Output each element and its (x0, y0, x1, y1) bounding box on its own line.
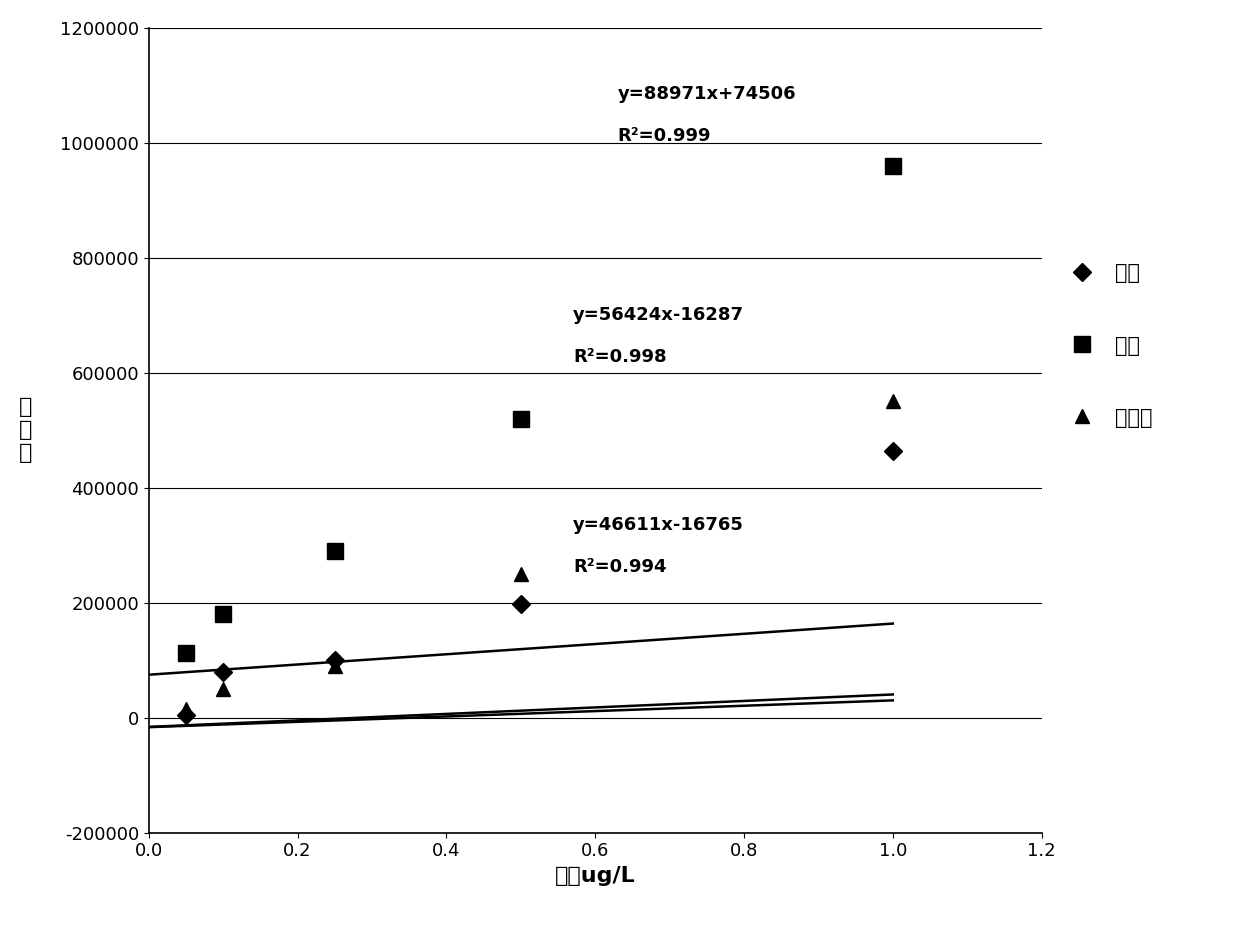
Text: y=88971x+74506: y=88971x+74506 (618, 85, 796, 103)
红茶 (327, 655, 342, 666)
Text: R²=0.998: R²=0.998 (573, 348, 667, 365)
红茶 (513, 598, 528, 610)
绿茶 (179, 647, 193, 658)
鐵观音 (216, 684, 231, 695)
Text: y=46611x-16765: y=46611x-16765 (573, 516, 744, 534)
鐵观音 (513, 568, 528, 579)
Text: y=56424x-16287: y=56424x-16287 (573, 306, 744, 324)
鐵观音 (327, 660, 342, 672)
红茶 (885, 446, 900, 457)
鐵观音 (179, 703, 193, 714)
绿茶 (327, 546, 342, 557)
红茶 (179, 709, 193, 721)
红茶 (216, 666, 231, 677)
绿茶 (216, 609, 231, 620)
X-axis label: 浓度ug/L: 浓度ug/L (554, 866, 636, 886)
Line: 绿茶: 绿茶 (179, 158, 900, 660)
Line: 红茶: 红茶 (180, 445, 899, 721)
Text: R²=0.994: R²=0.994 (573, 558, 666, 576)
鐵观音 (885, 396, 900, 407)
Y-axis label: 峰
面
积: 峰 面 积 (19, 397, 32, 463)
Text: R²=0.999: R²=0.999 (618, 127, 711, 145)
Line: 鐵观音: 鐵观音 (179, 394, 900, 716)
Legend: 红茶, 绿茶, 鐵观音: 红茶, 绿茶, 鐵观音 (1061, 264, 1153, 427)
绿茶 (885, 160, 900, 171)
绿茶 (513, 413, 528, 425)
